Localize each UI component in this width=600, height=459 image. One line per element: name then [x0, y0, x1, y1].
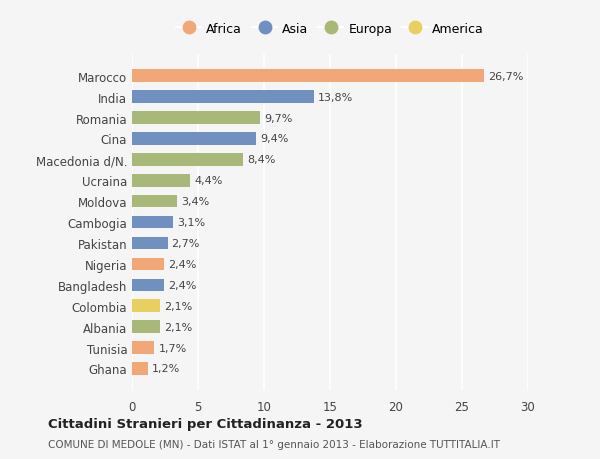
Bar	[132, 237, 167, 250]
Bar	[132, 112, 260, 124]
Bar	[132, 91, 314, 104]
Bar	[132, 154, 243, 166]
Bar	[132, 174, 190, 187]
Bar	[132, 363, 148, 375]
Text: 2,7%: 2,7%	[172, 239, 200, 248]
Text: 8,4%: 8,4%	[247, 155, 275, 165]
Bar	[132, 216, 173, 229]
Text: 13,8%: 13,8%	[318, 92, 353, 102]
Bar	[132, 133, 256, 146]
Text: 26,7%: 26,7%	[488, 72, 524, 82]
Bar	[132, 258, 164, 271]
Bar	[132, 300, 160, 312]
Bar	[132, 321, 160, 333]
Text: 1,7%: 1,7%	[158, 343, 187, 353]
Text: 1,2%: 1,2%	[152, 364, 180, 374]
Text: 9,4%: 9,4%	[260, 134, 289, 144]
Text: Cittadini Stranieri per Cittadinanza - 2013: Cittadini Stranieri per Cittadinanza - 2…	[48, 417, 362, 430]
Text: 2,4%: 2,4%	[167, 280, 196, 290]
Bar	[132, 341, 154, 354]
Text: 2,1%: 2,1%	[164, 301, 192, 311]
Text: 2,4%: 2,4%	[167, 259, 196, 269]
Text: 2,1%: 2,1%	[164, 322, 192, 332]
Text: 3,4%: 3,4%	[181, 197, 209, 207]
Text: COMUNE DI MEDOLE (MN) - Dati ISTAT al 1° gennaio 2013 - Elaborazione TUTTITALIA.: COMUNE DI MEDOLE (MN) - Dati ISTAT al 1°…	[48, 440, 500, 449]
Text: 4,4%: 4,4%	[194, 176, 223, 186]
Bar	[132, 196, 177, 208]
Bar	[132, 70, 484, 83]
Text: 3,1%: 3,1%	[177, 218, 205, 228]
Legend: Africa, Asia, Europa, America: Africa, Asia, Europa, America	[171, 18, 489, 41]
Bar	[132, 279, 164, 291]
Text: 9,7%: 9,7%	[264, 113, 292, 123]
